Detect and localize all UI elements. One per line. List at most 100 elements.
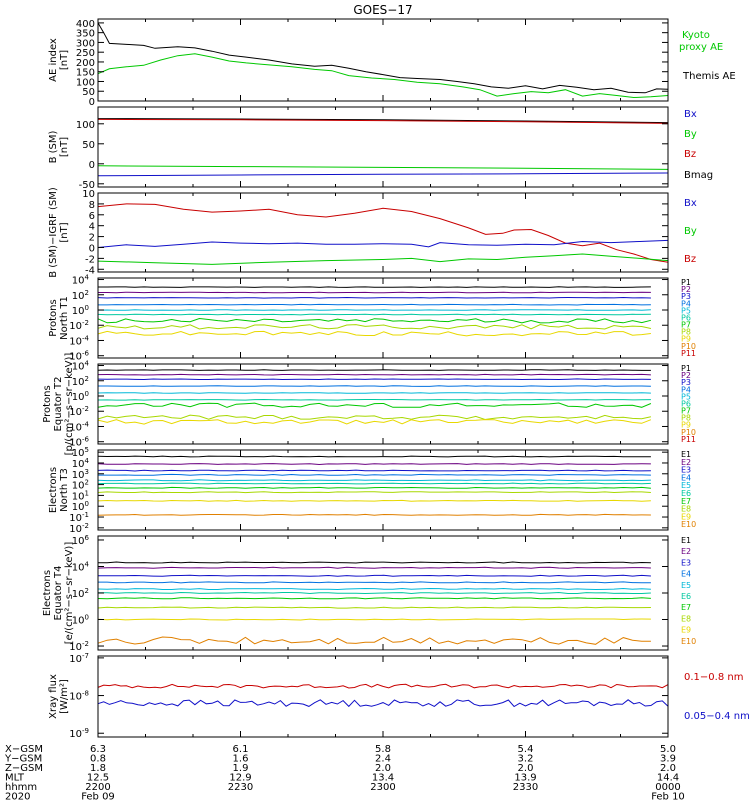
legend-label: Kyoto <box>682 30 710 41</box>
channel-label: E5 <box>681 481 691 490</box>
channel-label: P3 <box>681 292 691 301</box>
channel-line <box>97 574 651 577</box>
x-tick-value: 2.0 <box>660 763 676 774</box>
y-tick-label: 10-7 <box>69 652 89 665</box>
channel-line <box>97 317 652 324</box>
channel-line <box>97 323 652 330</box>
x-row-label: Z−GSM <box>5 763 43 774</box>
channel-line <box>98 561 651 564</box>
legend-label: proxy AE <box>679 42 723 53</box>
y-tick-label: 10-8 <box>69 690 89 703</box>
y-axis-label: Xray flux <box>48 674 59 719</box>
y-tick-label: 102 <box>72 289 89 302</box>
channel-line <box>97 618 651 621</box>
x-tick-value: 2330 <box>513 782 538 793</box>
series-line <box>97 22 669 94</box>
panel-2: -50 0 50 100 B (SM) [nT] Bx By Bz Bmag <box>48 106 713 191</box>
panel-8: 10-7 10-8 10-9 Xray flux [W/m²] 0.1−0.8 nm 0.0… <box>48 652 750 740</box>
x-tick-value: 2200 <box>85 782 110 793</box>
y-tick-label: 250 <box>76 48 95 59</box>
y-tick-label: 50 <box>82 87 95 98</box>
channel-label: E9 <box>681 512 691 521</box>
x-row-label: 2020 <box>5 792 30 800</box>
y-axis-label: [e/(cm²−s−sr−keV)] <box>64 542 75 645</box>
channel-label: E2 <box>681 547 691 556</box>
y-tick-label: -4 <box>85 265 95 276</box>
y-tick-label: 6 <box>89 211 95 222</box>
channel-line <box>97 392 651 394</box>
series-line <box>97 53 669 99</box>
channel-line <box>97 482 651 485</box>
channel-line <box>97 313 651 316</box>
channel-line <box>97 419 652 425</box>
x-tick-value: 0000 <box>655 782 680 793</box>
x-row-label: X−GSM <box>5 744 43 755</box>
channel-label: P4 <box>681 385 691 394</box>
x-tick-value: 5.8 <box>375 744 391 755</box>
channel-line <box>98 303 651 306</box>
channel-line <box>97 606 651 609</box>
channel-label: P8 <box>681 414 691 423</box>
x-row-label: hhmm <box>5 782 37 793</box>
y-axis-label: [p/(cm²−s−sr−keV)] <box>64 353 75 456</box>
series-line <box>97 165 669 170</box>
y-tick-label: 50 <box>82 140 95 151</box>
y-tick-label: 100 <box>76 120 95 131</box>
x-tick-value: 6.3 <box>90 744 106 755</box>
x-tick-value: 12.9 <box>229 773 251 784</box>
x-row-label: Y−GSM <box>4 754 42 765</box>
y-axis-label: AE index <box>48 38 59 82</box>
channel-label: P10 <box>681 428 696 437</box>
channel-line <box>97 636 651 645</box>
series-line <box>97 172 669 177</box>
x-tick-value: 12.5 <box>87 773 109 784</box>
channel-label: P3 <box>681 378 691 387</box>
channel-label: E7 <box>681 497 691 506</box>
channel-label: P11 <box>681 349 696 358</box>
channel-label: P1 <box>681 278 691 287</box>
channel-label: E10 <box>681 637 696 646</box>
series-line <box>97 203 669 263</box>
series-line <box>97 118 669 124</box>
channel-line <box>97 414 652 421</box>
x-tick-value: 0.8 <box>90 754 106 765</box>
channel-label: P2 <box>681 371 691 380</box>
channel-line <box>97 463 651 466</box>
y-tick-label: 104 <box>72 274 90 287</box>
channel-line <box>97 479 651 482</box>
channel-label: P5 <box>681 392 691 401</box>
channel-line <box>97 469 651 472</box>
channel-label: E3 <box>681 466 691 475</box>
channel-label: E6 <box>681 489 691 498</box>
y-tick-label: -50 <box>79 180 95 191</box>
legend-label: 0.05−0.4 nm <box>684 711 750 722</box>
channel-line <box>97 373 651 376</box>
y-tick-label: 4 <box>89 222 95 233</box>
y-tick-label: 400 <box>76 19 95 30</box>
channel-line <box>97 587 651 591</box>
channel-line <box>97 330 651 337</box>
y-axis-label: B (SM) <box>48 130 59 163</box>
y-axis-label: Electrons <box>42 570 53 616</box>
x-tick-value: 6.1 <box>233 744 249 755</box>
y-axis-label: North T3 <box>59 468 70 512</box>
channel-line <box>98 385 651 387</box>
y-axis-label: Electrons <box>48 467 59 513</box>
channel-label: E1 <box>681 536 691 545</box>
legend-label: Themis AE <box>682 71 736 82</box>
channel-line <box>97 455 651 458</box>
channel-label: P9 <box>681 335 691 344</box>
x-tick-value: 3.2 <box>518 754 534 765</box>
channel-line <box>97 597 651 600</box>
y-axis-label: Protons <box>42 385 53 422</box>
x-tick-value: 1.9 <box>233 763 249 774</box>
channel-label: P7 <box>681 321 691 330</box>
channel-label: E8 <box>681 614 691 623</box>
panel-frame <box>97 277 669 359</box>
y-tick-label: 10 <box>82 189 95 200</box>
y-axis-label: Equator T4 <box>53 566 64 621</box>
